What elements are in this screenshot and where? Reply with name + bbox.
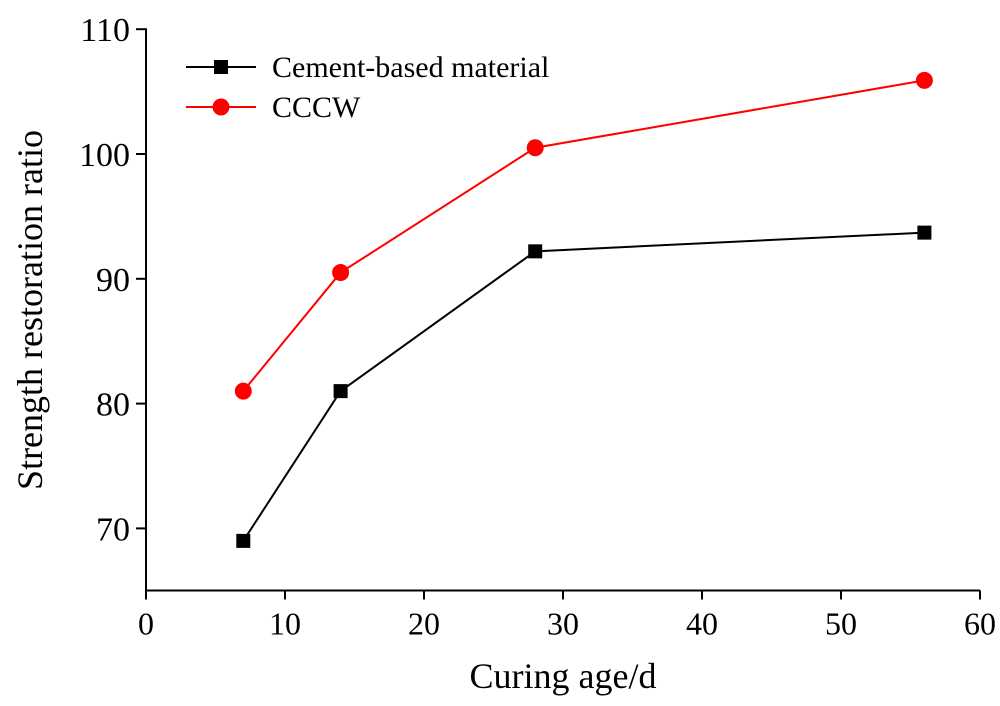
square-marker	[333, 384, 348, 399]
y-axis-label: Strength restoration ratio	[10, 130, 50, 490]
square-marker	[528, 244, 543, 259]
square-marker	[214, 60, 228, 74]
y-tick-label: 100	[79, 137, 130, 174]
circle-marker	[332, 264, 350, 282]
legend: Cement-based material CCCW	[186, 51, 549, 124]
circle-marker	[212, 98, 230, 116]
legend-label: Cement-based material	[272, 51, 549, 84]
series-2	[234, 71, 933, 400]
y-tick-label: 70	[96, 511, 130, 548]
x-tick-label: 10	[269, 606, 301, 642]
y-tick-label: 110	[80, 12, 130, 49]
x-tick-label: 40	[686, 606, 718, 642]
x-tick-label: 20	[408, 606, 440, 642]
series-1	[236, 225, 932, 548]
legend-item: Cement-based material	[186, 51, 549, 84]
legend-label: CCCW	[272, 91, 361, 124]
series-layer	[234, 71, 933, 548]
circle-marker	[526, 139, 544, 157]
circle-marker	[234, 382, 252, 400]
series-line	[242, 79, 925, 392]
y-tick-label: 80	[96, 387, 130, 424]
series-line	[242, 231, 925, 542]
x-tick-label: 30	[547, 606, 579, 642]
square-marker	[236, 533, 251, 548]
x-tick-label: 0	[138, 606, 154, 642]
x-tick-label: 60	[964, 606, 996, 642]
x-tick-label: 50	[825, 606, 857, 642]
legend-item: CCCW	[186, 91, 361, 124]
circle-marker	[915, 71, 933, 89]
axes: 0 10 20 30 40 50 60 70 80 90 100 110	[79, 12, 996, 641]
square-marker	[917, 225, 932, 240]
x-axis-label: Curing age/d	[470, 656, 657, 696]
y-tick-label: 90	[96, 262, 130, 299]
